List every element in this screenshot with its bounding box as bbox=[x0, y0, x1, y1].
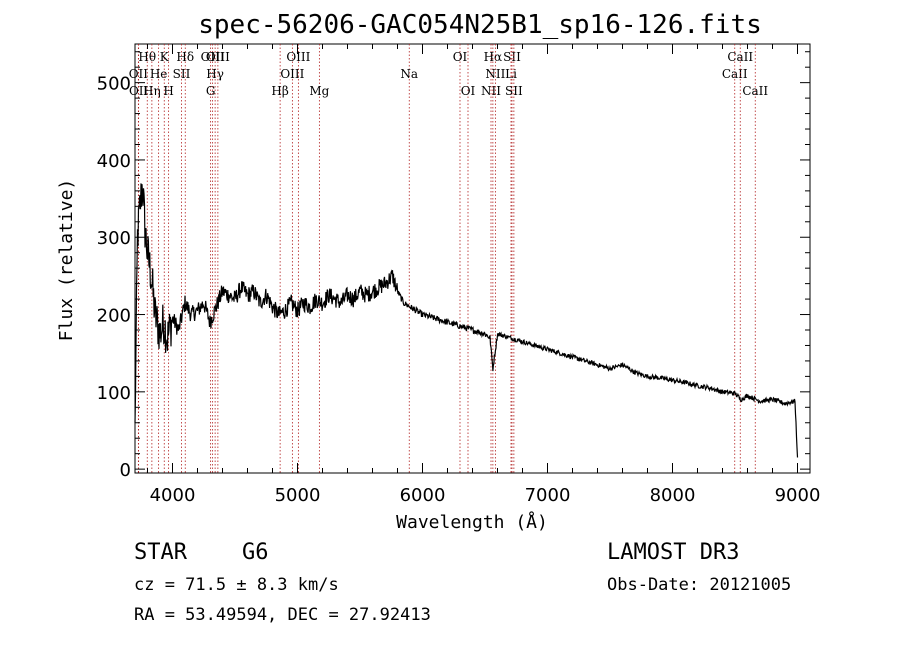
spectral-line-label: CaII bbox=[742, 84, 768, 98]
spectral-line-label: OI bbox=[461, 84, 476, 98]
plot-frame bbox=[134, 43, 811, 474]
spectral-line-label: SII bbox=[505, 84, 523, 98]
spectral-line-label: NII bbox=[485, 67, 505, 81]
observation-date: Obs-Date: 20121005 bbox=[607, 575, 791, 595]
y-axis-label: Flux (relative) bbox=[56, 179, 77, 342]
spectral-line-label: Hη bbox=[143, 84, 161, 98]
spectral-line-label: OIII bbox=[201, 50, 225, 64]
x-tick-label: 6000 bbox=[400, 485, 446, 506]
spectral-line-label: He bbox=[150, 67, 168, 81]
spectral-line-markers: HθOIIOIIHηHeKHSIIHδGOIIIHγOIIIHβOIIIOIII… bbox=[129, 44, 768, 473]
spectral-line-label: OIII bbox=[286, 50, 310, 64]
y-axis: 0 100 200 300 400 500 bbox=[97, 51, 810, 481]
spectral-line-label: OII bbox=[129, 84, 149, 98]
spectral-line-label: Hγ bbox=[206, 67, 224, 81]
spectral-line-label: OIII bbox=[206, 50, 230, 64]
x-axis: 4000 5000 6000 7000 8000 9000 bbox=[147, 44, 821, 506]
spectral-line-label: H bbox=[163, 84, 173, 98]
x-tick-label: 9000 bbox=[775, 485, 821, 506]
y-tick-label: 400 bbox=[97, 151, 131, 172]
y-tick-label: 200 bbox=[97, 306, 131, 327]
object-class: STAR bbox=[134, 540, 188, 565]
spectrum-series-line bbox=[134, 183, 799, 458]
y-tick-label: 100 bbox=[97, 383, 131, 404]
spectral-line-label: NII bbox=[481, 84, 501, 98]
spectral-line-label: Na bbox=[400, 67, 418, 81]
chart-title: spec-56206-GAC054N25B1_sp16-126.fits bbox=[198, 10, 762, 40]
spectral-line-label: SII bbox=[503, 50, 521, 64]
spectral-line-label: OI bbox=[453, 50, 468, 64]
spectral-line-label: SII bbox=[173, 67, 191, 81]
spectral-line-label: K bbox=[160, 50, 170, 64]
survey-name: LAMOST DR3 bbox=[607, 540, 739, 565]
spectral-line-label: CaII bbox=[727, 50, 753, 64]
y-tick-label: 300 bbox=[97, 228, 131, 249]
spectral-line-label: Hβ bbox=[271, 84, 288, 98]
x-axis-label: Wavelength (Å) bbox=[396, 511, 548, 533]
spectral-line-label: Mg bbox=[309, 84, 329, 98]
spectral-line-label: CaII bbox=[722, 67, 748, 81]
spectral-line-label: G bbox=[206, 84, 216, 98]
spectral-line-label: Hδ bbox=[176, 50, 194, 64]
x-tick-label: 5000 bbox=[275, 485, 321, 506]
coordinates: RA = 53.49594, DEC = 27.92413 bbox=[134, 605, 431, 625]
x-tick-label: 4000 bbox=[150, 485, 196, 506]
spectral-line-label: Li bbox=[505, 67, 517, 81]
spectral-line-label: Hα bbox=[484, 50, 503, 64]
x-tick-label: 7000 bbox=[525, 485, 571, 506]
spectral-line-label: Hθ bbox=[138, 50, 156, 64]
spectral-line-label: OIII bbox=[280, 67, 304, 81]
spectral-line-label: OII bbox=[129, 67, 149, 81]
y-tick-label: 500 bbox=[97, 74, 131, 95]
redshift-velocity: cz = 71.5 ± 8.3 km/s bbox=[134, 575, 339, 595]
y-tick-label: 0 bbox=[120, 460, 131, 481]
object-subclass: G6 bbox=[242, 540, 269, 565]
x-tick-label: 8000 bbox=[650, 485, 696, 506]
